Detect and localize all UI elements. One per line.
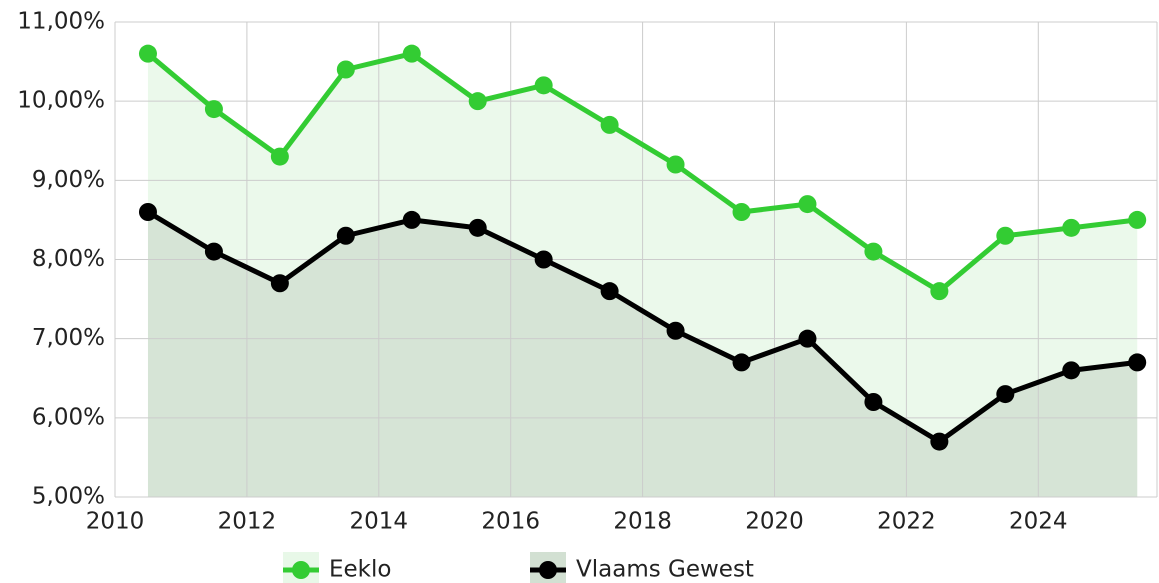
point [402,44,421,63]
point [138,203,157,221]
y-tick-label: 8,00% [32,246,105,272]
point [138,44,157,63]
point [402,210,421,229]
legend-swatch-dot [292,561,310,579]
legend-label: Vlaams Gewest [576,557,754,583]
point [336,60,355,79]
y-tick-label: 9,00% [32,167,105,193]
line [146,51,1138,294]
point [600,115,619,134]
point [732,203,751,221]
line [146,209,1138,445]
point [930,432,949,451]
point [468,92,487,111]
x-tick-label: 2010 [86,509,145,535]
point [1062,361,1081,380]
y-tick-label: 11,00% [17,9,105,35]
point [864,242,883,261]
point [204,242,223,261]
point [336,226,355,245]
point [1128,353,1147,372]
point [600,282,619,301]
point [864,393,883,411]
point [930,282,949,301]
x-tick-label: 2018 [613,509,672,535]
point [798,329,817,348]
x-tick-label: 2016 [481,509,540,535]
y-tick-label: 7,00% [32,325,105,351]
y-tick-label: 10,00% [17,88,105,114]
point [996,385,1015,404]
point [798,195,817,214]
legend-swatch-dot [539,561,557,579]
legend-label: Eeklo [329,557,391,583]
point [534,76,553,95]
point [1062,218,1081,237]
point [732,353,751,372]
point [468,218,487,237]
point [270,147,289,166]
x-tick-label: 2012 [218,509,277,535]
x-tick-label: 2024 [1009,509,1068,535]
point [666,155,685,174]
point [270,274,289,293]
point [534,250,553,269]
point [996,226,1015,245]
point [1128,210,1147,229]
point [666,321,685,340]
point [204,100,223,119]
x-tick-label: 2022 [877,509,936,535]
y-tick-label: 6,00% [32,404,105,430]
y-tick-label: 5,00% [32,484,105,510]
x-tick-label: 2014 [350,509,409,535]
x-tick-label: 2020 [745,509,804,535]
